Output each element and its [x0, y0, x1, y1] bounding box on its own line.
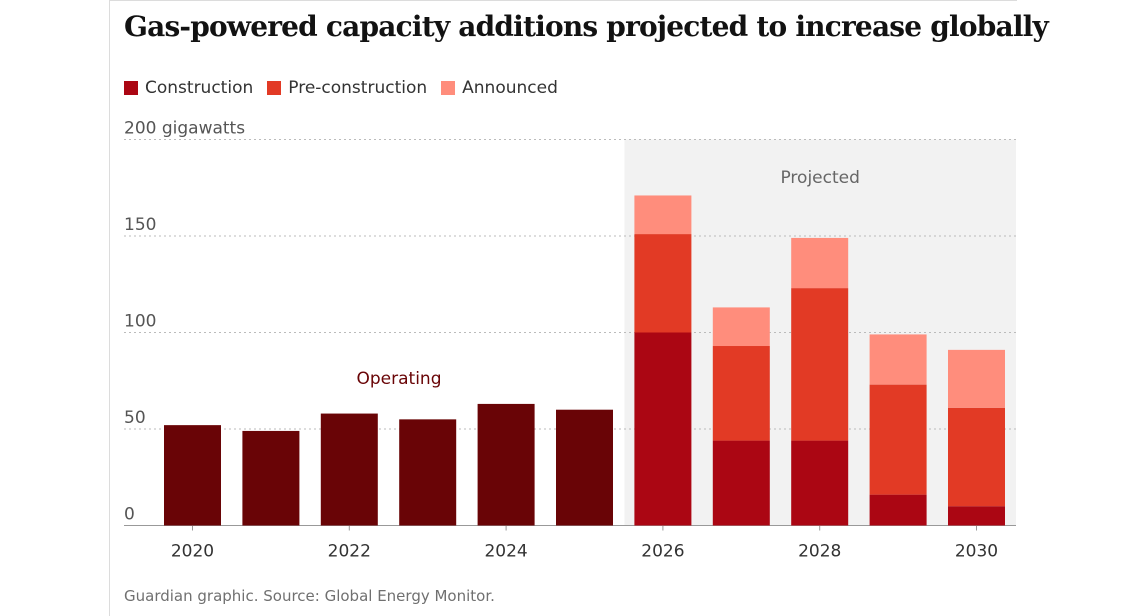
x-tick-label: 2026: [641, 542, 684, 562]
x-tick-label: 2020: [171, 542, 214, 562]
top-rule: [109, 0, 1017, 1]
bar-pre-construction-2030: [948, 407, 1005, 507]
x-tick-label: 2022: [328, 542, 371, 562]
legend-item-construction: Construction: [124, 78, 253, 98]
y-tick-label: 0: [124, 505, 135, 525]
bar-operating-2022: [320, 413, 378, 526]
x-tick-label: 2030: [955, 542, 998, 562]
y-tick-label: 50: [124, 408, 146, 428]
annotation-operating: Operating: [357, 369, 442, 389]
bar-pre-construction-2028: [791, 288, 849, 441]
bar-construction-2029: [869, 494, 927, 526]
bar-pre-construction-2026: [634, 234, 692, 333]
bar-announced-2028: [791, 237, 849, 289]
y-tick-label: 100: [124, 312, 156, 332]
bar-construction-2026: [634, 332, 692, 526]
bar-announced-2030: [948, 349, 1005, 408]
bar-operating-2023: [399, 419, 457, 526]
legend-label: Pre-construction: [288, 78, 428, 98]
bar-pre-construction-2027: [712, 346, 770, 441]
bar-announced-2026: [634, 195, 692, 235]
annotation-projected: Projected: [780, 168, 859, 188]
graphic-frame: [109, 0, 1018, 616]
bar-construction-2027: [712, 440, 770, 526]
legend-label: Construction: [145, 78, 254, 98]
bar-operating-2020: [164, 425, 221, 526]
bar-announced-2027: [712, 307, 770, 347]
bar-operating-2024: [477, 403, 535, 526]
y-tick-label: 200 gigawatts: [124, 119, 245, 139]
x-tick-label: 2024: [484, 542, 527, 562]
source-note: Guardian graphic. Source: Global Energy …: [124, 587, 495, 605]
y-tick-label: 150: [124, 215, 156, 235]
bar-construction-2028: [791, 440, 849, 526]
legend-swatch: [441, 81, 456, 95]
bar-operating-2025: [556, 409, 613, 526]
bar-announced-2029: [869, 334, 927, 385]
legend-item-announced: Announced: [441, 78, 558, 98]
legend-swatch: [267, 81, 282, 95]
bar-pre-construction-2029: [869, 384, 927, 495]
legend-item-pre-construction: Pre-construction: [267, 78, 427, 98]
x-tick-label: 2028: [798, 542, 841, 562]
chart-title: Gas-powered capacity additions projected…: [124, 10, 1049, 43]
legend-swatch: [124, 81, 138, 95]
legend-label: Announced: [462, 78, 558, 98]
bar-construction-2030: [948, 506, 1005, 526]
legend: Construction Pre-construction Announced: [124, 78, 558, 98]
bar-operating-2021: [242, 430, 300, 526]
